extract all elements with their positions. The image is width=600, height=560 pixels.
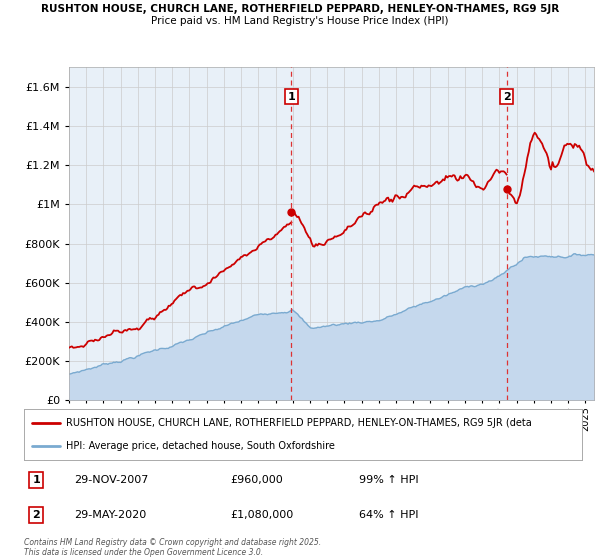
Text: 2: 2 <box>32 510 40 520</box>
Text: 99% ↑ HPI: 99% ↑ HPI <box>359 475 418 486</box>
Text: 64% ↑ HPI: 64% ↑ HPI <box>359 510 418 520</box>
Text: Contains HM Land Registry data © Crown copyright and database right 2025.
This d: Contains HM Land Registry data © Crown c… <box>24 538 321 557</box>
Text: RUSHTON HOUSE, CHURCH LANE, ROTHERFIELD PEPPARD, HENLEY-ON-THAMES, RG9 5JR (deta: RUSHTON HOUSE, CHURCH LANE, ROTHERFIELD … <box>66 418 532 428</box>
Text: £960,000: £960,000 <box>230 475 283 486</box>
Text: 1: 1 <box>32 475 40 486</box>
Text: 29-NOV-2007: 29-NOV-2007 <box>74 475 149 486</box>
Text: RUSHTON HOUSE, CHURCH LANE, ROTHERFIELD PEPPARD, HENLEY-ON-THAMES, RG9 5JR: RUSHTON HOUSE, CHURCH LANE, ROTHERFIELD … <box>41 4 559 15</box>
Text: Price paid vs. HM Land Registry's House Price Index (HPI): Price paid vs. HM Land Registry's House … <box>151 16 449 26</box>
Text: 1: 1 <box>287 92 295 101</box>
Text: £1,080,000: £1,080,000 <box>230 510 294 520</box>
Text: HPI: Average price, detached house, South Oxfordshire: HPI: Average price, detached house, Sout… <box>66 441 335 451</box>
Text: 2: 2 <box>503 92 511 101</box>
Text: 29-MAY-2020: 29-MAY-2020 <box>74 510 146 520</box>
